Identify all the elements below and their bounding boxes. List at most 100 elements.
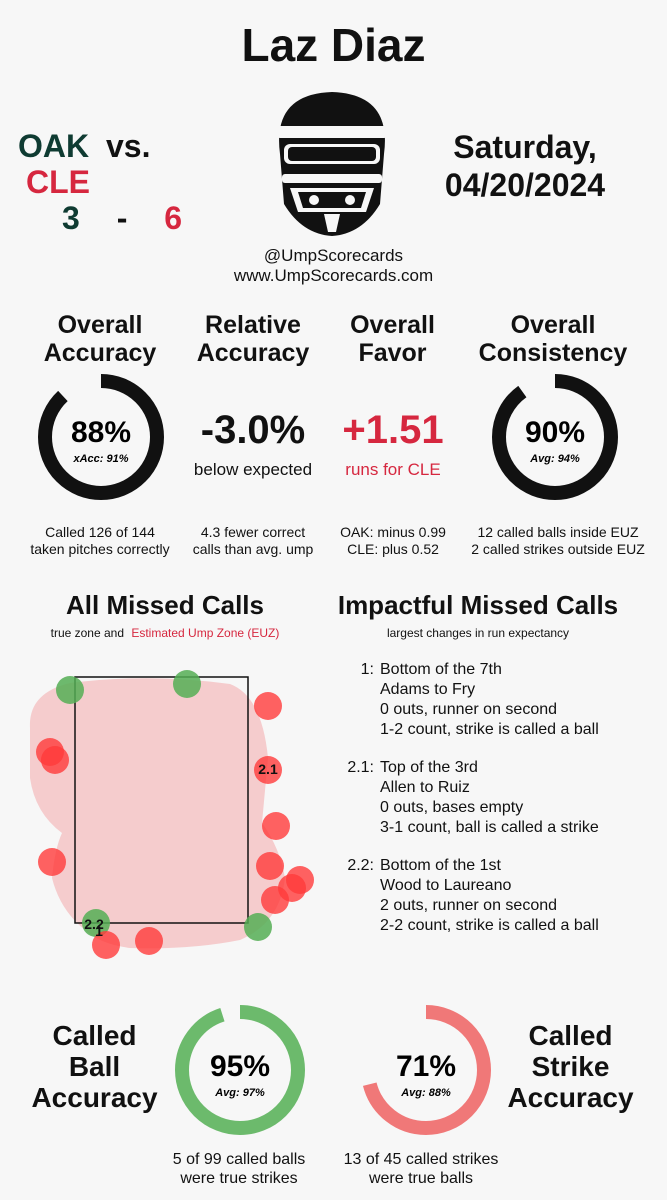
note-line: Called 126 of 144 <box>45 524 155 540</box>
call-line: Bottom of the 1st <box>380 857 501 874</box>
ring-arc <box>38 374 164 500</box>
call-number: 1: <box>360 661 374 678</box>
pitch-strike-called-ball <box>56 676 84 704</box>
pitch-ball-called-strike <box>254 692 282 720</box>
title-line: Ball <box>68 1051 121 1082</box>
call-line: Adams to Fry <box>380 681 476 698</box>
website-link: www.UmpScorecards.com <box>233 266 434 285</box>
pitch-strike-called-ball <box>82 909 110 937</box>
pitch-ball-called-strike <box>38 848 66 876</box>
title-line: Relative <box>205 311 301 339</box>
call-number: 2.2: <box>347 857 374 874</box>
call-line: 0 outs, bases empty <box>380 799 524 816</box>
pitch-ball-called-strike <box>261 886 289 914</box>
euz-area <box>29 678 286 949</box>
missed-pitches <box>36 670 314 959</box>
call-line: Wood to Laureano <box>380 877 512 894</box>
call-line: 2-2 count, strike is called a ball <box>380 917 599 934</box>
pitch-ball-called-strike <box>256 852 284 880</box>
twitter-handle: @UmpScorecards <box>263 246 404 265</box>
note-line: 5 of 99 called balls <box>172 1151 306 1168</box>
impactful-calls-subtitle: largest changes in run expectancy <box>386 626 570 640</box>
pitch-ball-called-strike <box>262 812 290 840</box>
title-line: Overall <box>57 311 143 339</box>
overall-favor-note: OAK: minus 0.99 CLE: plus 0.52 <box>318 524 468 558</box>
home-score: 6 <box>164 200 183 236</box>
call-line: Allen to Ruiz <box>380 779 470 796</box>
ring-value: 95% <box>210 1050 270 1083</box>
away-team: OAK <box>18 128 90 164</box>
label-2-1: 2.1 <box>258 761 278 777</box>
title-line: Favor <box>358 339 427 367</box>
call-details: Bottom of the 1st Wood to Laureano 2 out… <box>380 856 599 936</box>
vs-label: vs. <box>106 128 151 164</box>
call-line: Bottom of the 7th <box>380 661 502 678</box>
call-number: 2.1: <box>347 759 374 776</box>
called-ball-accuracy-title: Called Ball Accuracy <box>22 1020 167 1113</box>
home-team: CLE <box>26 164 90 200</box>
score-dash: - <box>116 200 128 236</box>
overall-consistency-ring: 90% Avg: 94% <box>492 374 618 500</box>
call-line: Top of the 3rd <box>380 759 478 776</box>
game-date: Saturday, 04/20/2024 <box>395 128 655 204</box>
pitch-ball-called-strike <box>41 746 69 774</box>
ring-sub: Avg: 94% <box>529 453 580 465</box>
pitch-strike-called-ball <box>173 670 201 698</box>
note-line: CLE: plus 0.52 <box>347 541 439 557</box>
team-row: OAK vs. CLE <box>18 128 228 200</box>
call-details: Top of the 3rd Allen to Ruiz 0 outs, bas… <box>380 758 599 838</box>
call-line: 2 outs, runner on second <box>380 897 558 914</box>
note-line: 13 of 45 called strikes <box>343 1151 499 1168</box>
label-2-2: 2.2 <box>84 916 104 932</box>
impactful-call-2-2: 2.2: Bottom of the 1st Wood to Laureano … <box>340 856 660 936</box>
pitch-ball-called-strike <box>92 931 120 959</box>
overall-consistency-title: Overall Consistency <box>468 311 638 367</box>
title-line: Consistency <box>478 339 628 367</box>
title-line: Accuracy <box>196 339 310 367</box>
strike-zone <box>74 676 249 924</box>
note-line: 12 called balls inside EUZ <box>477 524 639 540</box>
title-line: Accuracy <box>31 1082 158 1113</box>
impactful-call-1: 1: Bottom of the 7th Adams to Fry 0 outs… <box>340 660 660 740</box>
title-line: Accuracy <box>507 1082 634 1113</box>
note-line: were true balls <box>368 1170 474 1187</box>
overall-accuracy-ring: 88% xAcc: 91% <box>38 374 164 500</box>
called-strike-note: 13 of 45 called strikes were true balls <box>326 1150 516 1188</box>
ring-value: 90% <box>525 416 585 449</box>
pitch-ball-called-strike <box>135 927 163 955</box>
ring-sub: Avg: 88% <box>400 1087 451 1099</box>
note-line: OAK: minus 0.99 <box>340 524 446 540</box>
note-line: calls than avg. ump <box>192 541 314 557</box>
overall-accuracy-title: Overall Accuracy <box>20 311 180 367</box>
missed-calls-title: All Missed Calls <box>66 590 264 620</box>
relative-accuracy-title: Relative Accuracy <box>178 311 328 367</box>
subtitle-prefix: true zone and <box>50 626 124 640</box>
relative-accuracy-sub: below expected <box>193 460 313 479</box>
overall-favor-sub: runs for CLE <box>345 460 441 479</box>
relative-accuracy-value: -3.0% <box>200 408 306 452</box>
score-row: 3 - 6 <box>18 200 228 236</box>
call-line: 1-2 count, strike is called a ball <box>380 721 599 738</box>
overall-consistency-note: 12 called balls inside EUZ 2 called stri… <box>458 524 658 558</box>
called-strike-accuracy-title: Called Strike Accuracy <box>498 1020 643 1113</box>
title-line: Called <box>528 1020 613 1051</box>
note-line: were true strikes <box>180 1170 298 1187</box>
title-line: Accuracy <box>43 339 157 367</box>
ring-arc <box>175 1005 305 1135</box>
called-ball-note: 5 of 99 called balls were true strikes <box>150 1150 328 1188</box>
called-strike-accuracy-ring: 71% Avg: 88% <box>361 1005 491 1135</box>
called-ball-accuracy-ring: 95% Avg: 97% <box>175 1005 305 1135</box>
call-line: 0 outs, runner on second <box>380 701 558 718</box>
ring-value: 88% <box>71 416 131 449</box>
ring-sub: Avg: 97% <box>214 1087 265 1099</box>
ring-arc <box>361 1005 491 1135</box>
missed-calls-subtitle: true zone and Estimated Ump Zone (EUZ) <box>10 626 320 640</box>
call-details: Bottom of the 7th Adams to Fry 0 outs, r… <box>380 660 599 740</box>
label-1: 1 <box>95 923 103 939</box>
ring-value: 71% <box>396 1050 456 1083</box>
date-weekday: Saturday, <box>453 129 597 165</box>
pitch-ball-called-strike <box>254 756 282 784</box>
title-line: Strike <box>531 1051 610 1082</box>
matchup: OAK vs. CLE 3 - 6 <box>18 128 228 236</box>
title-line: Overall <box>510 311 596 339</box>
